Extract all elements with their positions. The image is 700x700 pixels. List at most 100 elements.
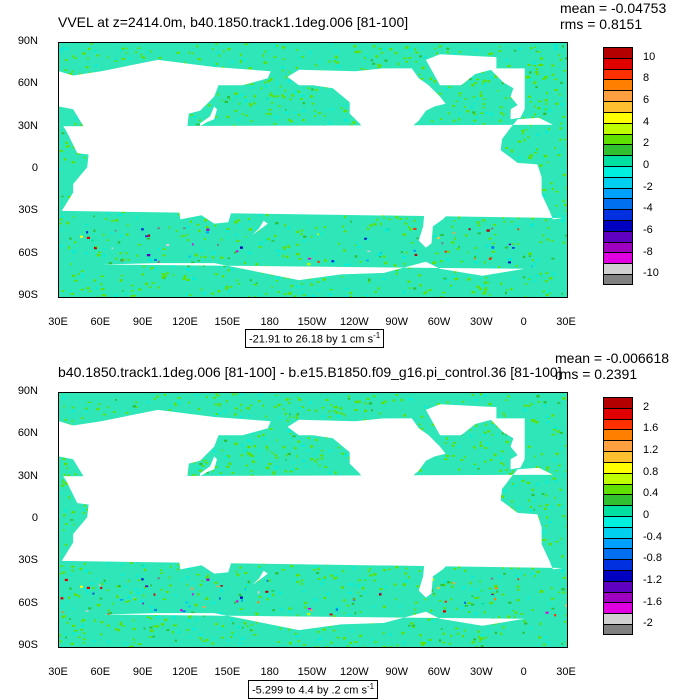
colorbar-swatch <box>603 165 633 177</box>
x-tick-label: 60E <box>90 316 111 328</box>
y-tick-label: 60S <box>18 246 38 259</box>
colorbar-swatch <box>603 397 633 408</box>
y-tick-label: 30N <box>17 119 38 132</box>
panel2-map <box>58 392 568 648</box>
y-tick-label: 60N <box>17 77 38 90</box>
x-tick-label: 30E <box>556 666 576 678</box>
panel2-title: b40.1850.track1.1deg.006 [81-100] - b.e1… <box>58 364 562 380</box>
panel1-rms: rms = 0.8151 <box>560 16 643 32</box>
x-tick-label: 180 <box>260 316 279 328</box>
y-tick-label: 60N <box>17 427 38 440</box>
x-tick-label: 0 <box>520 316 527 328</box>
x-tick-label: 30W <box>470 666 493 678</box>
colorbar-swatch <box>603 483 633 495</box>
colorbar-label: 1.2 <box>643 444 659 457</box>
colorbar-swatch <box>603 198 633 210</box>
y-tick-label: 0 <box>31 512 38 524</box>
panel1-colorbar <box>603 47 633 285</box>
x-tick-label: 60E <box>90 666 111 678</box>
colorbar-label: -10 <box>643 267 659 280</box>
colorbar-swatch <box>603 591 633 603</box>
panel1-map <box>58 42 568 298</box>
colorbar-swatch <box>603 209 633 220</box>
y-tick-label: 30S <box>18 204 38 217</box>
colorbar-swatch <box>603 133 633 145</box>
colorbar-label: 8 <box>643 72 650 85</box>
x-tick-label: 60W <box>427 316 451 328</box>
colorbar-swatch <box>603 122 633 134</box>
x-tick-label: 60W <box>427 666 451 678</box>
x-tick-label: 30W <box>470 316 493 328</box>
colorbar-label: -8 <box>643 245 653 258</box>
colorbar-label: -2 <box>643 180 653 193</box>
colorbar-swatch <box>603 252 633 264</box>
panel1-range-unit-exp: -1 <box>373 331 381 340</box>
colorbar-label: -0.8 <box>643 552 662 565</box>
panel2-map-svg <box>59 393 567 647</box>
colorbar-swatch <box>603 187 633 199</box>
panel2-range-text: -5.299 to 4.4 by .2 cm s <box>252 684 367 697</box>
colorbar-swatch <box>603 57 633 69</box>
colorbar-swatch <box>603 429 633 441</box>
y-tick-label: 0 <box>31 162 38 174</box>
x-tick-label: 90W <box>385 666 408 678</box>
colorbar-swatch <box>603 241 633 253</box>
colorbar-label: 2 <box>643 137 650 150</box>
y-tick-label: 90S <box>18 639 38 651</box>
colorbar-swatch <box>603 440 633 452</box>
colorbar-swatch <box>603 155 633 166</box>
colorbar-label: 6 <box>643 94 650 107</box>
y-tick-label: 30N <box>17 469 38 482</box>
colorbar-label: -1.2 <box>643 573 662 586</box>
colorbar-swatch <box>603 176 633 188</box>
colorbar-swatch <box>603 559 633 570</box>
colorbar-swatch <box>603 220 633 231</box>
x-tick-label: 90E <box>132 316 153 328</box>
panel2-colorbar <box>603 397 633 635</box>
x-tick-label: 0 <box>520 666 527 678</box>
panel1-map-svg <box>59 43 567 297</box>
colorbar-swatch <box>603 47 633 58</box>
colorbar-label: -4 <box>643 202 653 215</box>
land-mask <box>59 404 563 647</box>
colorbar-swatch <box>603 144 633 156</box>
colorbar-swatch <box>603 505 633 516</box>
panel2-contour-range: -5.299 to 4.4 by .2 cm s-1 <box>248 680 379 699</box>
colorbar-swatch <box>603 263 633 275</box>
panel2-mean: mean = -0.006618 <box>555 350 670 366</box>
colorbar-swatch <box>603 472 633 484</box>
y-tick-label: 90N <box>17 385 38 397</box>
colorbar-swatch <box>603 494 633 506</box>
x-tick-label: 150W <box>297 316 327 328</box>
colorbar-label: 2 <box>643 400 650 413</box>
x-tick-label: 120W <box>339 316 369 328</box>
x-tick-label: 120E <box>172 666 198 678</box>
x-tick-label: 150W <box>297 666 327 678</box>
panel2-rms: rms = 0.2391 <box>555 366 638 382</box>
x-tick-label: 120E <box>172 316 198 328</box>
colorbar-label: 0 <box>643 159 650 171</box>
colorbar-swatch <box>603 230 633 242</box>
colorbar-label: -2 <box>643 617 653 630</box>
y-tick-label: 60S <box>18 596 38 609</box>
colorbar-swatch <box>603 111 633 123</box>
colorbar-swatch <box>603 624 633 635</box>
x-tick-label: 30E <box>556 316 576 328</box>
x-tick-label: 30E <box>48 666 68 678</box>
colorbar-swatch <box>603 274 633 285</box>
panel2-range-unit-exp: -1 <box>366 682 375 691</box>
colorbar-swatch <box>603 580 633 592</box>
y-tick-label: 30S <box>18 554 38 567</box>
colorbar-swatch <box>603 515 633 527</box>
colorbar-swatch <box>603 407 633 419</box>
colorbar-swatch <box>603 537 633 549</box>
y-tick-label: 90S <box>18 289 38 301</box>
colorbar-label: 1.6 <box>643 422 659 435</box>
panel1-contour-range: -21.91 to 26.18 by 1 cm s-1 <box>245 329 385 348</box>
colorbar-swatch <box>603 526 633 538</box>
colorbar-swatch <box>603 461 633 473</box>
land-mask <box>59 54 563 297</box>
x-tick-label: 150E <box>214 316 241 328</box>
colorbar-swatch <box>603 613 633 625</box>
colorbar-swatch <box>603 570 633 581</box>
